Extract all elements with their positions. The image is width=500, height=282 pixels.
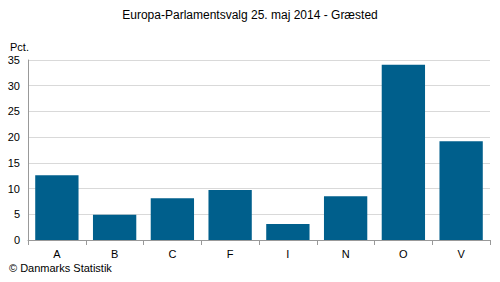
svg-text:20: 20 [8, 131, 20, 143]
svg-text:O: O [399, 248, 408, 260]
svg-text:35: 35 [8, 54, 20, 66]
svg-text:I: I [286, 248, 289, 260]
svg-text:N: N [342, 248, 350, 260]
svg-text:B: B [111, 248, 118, 260]
svg-text:15: 15 [8, 157, 20, 169]
svg-text:10: 10 [8, 183, 20, 195]
svg-text:30: 30 [8, 80, 20, 92]
svg-text:0: 0 [14, 234, 20, 246]
svg-text:A: A [53, 248, 61, 260]
svg-text:5: 5 [14, 208, 20, 220]
svg-text:F: F [227, 248, 234, 260]
svg-text:© Danmarks Statistik: © Danmarks Statistik [9, 262, 112, 274]
svg-text:V: V [457, 248, 465, 260]
svg-text:C: C [168, 248, 176, 260]
svg-text:25: 25 [8, 105, 20, 117]
svg-text:Europa-Parlamentsvalg 25. maj: Europa-Parlamentsvalg 25. maj 2014 - Græ… [122, 8, 377, 22]
svg-text:Pct.: Pct. [10, 41, 29, 53]
